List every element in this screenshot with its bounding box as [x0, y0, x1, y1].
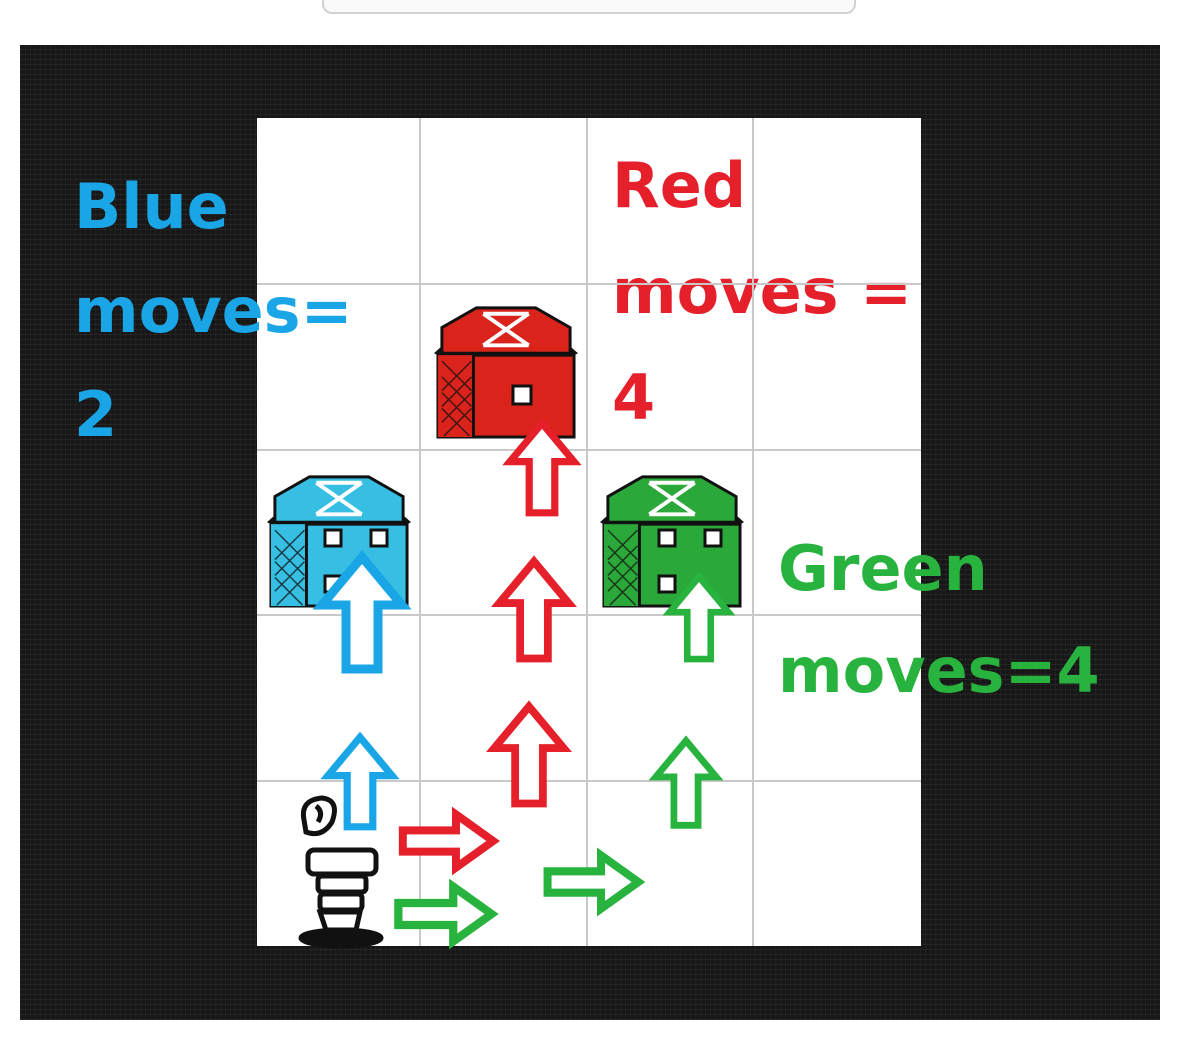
blue-moves-label: Blue moves= 2 — [74, 176, 353, 488]
green-label-line-2: moves=4 — [778, 634, 1100, 707]
red-barn-icon — [432, 305, 580, 440]
arrow-right-icon — [403, 814, 493, 867]
arrow-right-icon — [548, 855, 639, 908]
green-moves-label: Green moves=4 — [778, 538, 1100, 742]
arrow-up-icon — [656, 741, 716, 826]
red-label-line-2: moves = — [612, 255, 913, 328]
green-barn-window — [703, 528, 723, 548]
green-barn-window — [657, 528, 677, 548]
red-moves-label: Red moves = 4 — [612, 155, 912, 473]
farmer-icon — [298, 795, 384, 949]
red-barn-window — [511, 384, 533, 406]
green-label-line-1: Green — [778, 532, 988, 605]
arrow-up-icon — [494, 706, 563, 803]
green-barn-window — [657, 574, 677, 594]
red-label-line-3: 4 — [612, 361, 656, 434]
browser-tab-outline — [322, 0, 856, 14]
arrow-up-icon — [499, 561, 568, 658]
grid-lines — [257, 118, 921, 946]
blue-barn-window — [323, 528, 343, 548]
blue-label-line-3: 2 — [74, 378, 118, 451]
blue-barn-window — [369, 528, 389, 548]
arrow-right-icon — [398, 887, 491, 942]
blue-label-line-1: Blue — [74, 170, 229, 243]
blue-label-line-2: moves= — [74, 274, 353, 347]
red-label-line-1: Red — [612, 149, 747, 222]
